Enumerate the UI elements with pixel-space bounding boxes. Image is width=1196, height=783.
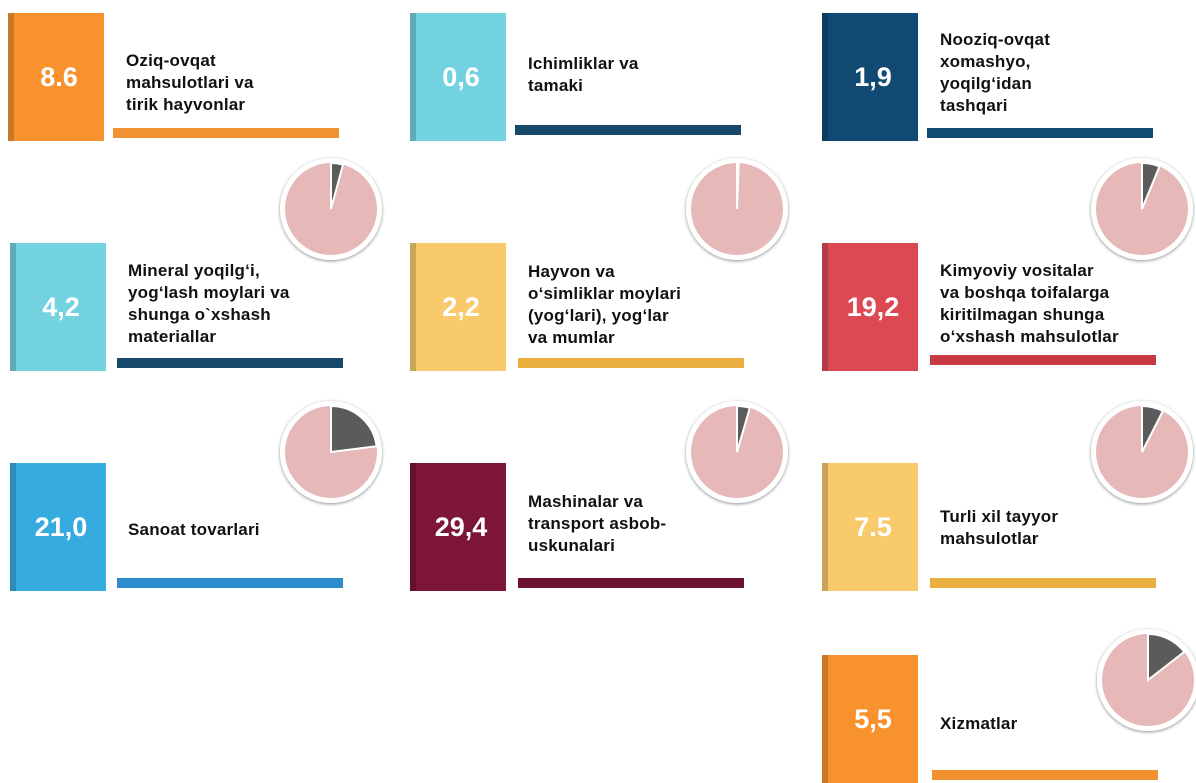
value-label: 1,9 [854, 61, 892, 92]
pie-slice-share [736, 161, 740, 210]
category-label: Turli xil tayyor mahsulotlar [940, 507, 1059, 548]
pie-slice-share [330, 161, 345, 210]
underline-bar [518, 578, 744, 588]
pie-slice-share [1147, 632, 1186, 683]
value-box: 4,2 [10, 243, 106, 371]
pie-chart [686, 158, 788, 260]
value-label: 7.5 [854, 511, 892, 542]
category-label: Hayvon va o‘simliklar moylari (yog‘lari)… [528, 262, 682, 347]
value-box: 5,5 [822, 655, 918, 783]
value-box: 1,9 [822, 13, 918, 141]
pie-slice-share [330, 404, 378, 454]
pie-slice-share [1141, 404, 1165, 453]
underline-bar [930, 355, 1156, 365]
category-label: Mineral yoqilg‘i, yog‘lash moylari va sh… [128, 261, 290, 346]
value-label: 2,2 [442, 291, 480, 322]
pie-chart [1091, 158, 1193, 260]
category-label: Nooziq-ovqat xomashyo, yoqilg‘idan tashq… [940, 30, 1051, 115]
pie-chart [1091, 401, 1193, 503]
underline-bar [515, 125, 741, 135]
pie-chart [1097, 629, 1196, 731]
value-label: 0,6 [442, 61, 480, 92]
value-box: 7.5 [822, 463, 918, 591]
category-label: Oziq-ovqat mahsulotlari va tirik hayvonl… [126, 51, 254, 114]
value-label: 21,0 [34, 511, 88, 542]
value-label: 4,2 [42, 291, 80, 322]
category-label: Xizmatlar [940, 714, 1018, 733]
underline-bar [932, 770, 1158, 780]
pie-slice-share [1141, 161, 1161, 210]
underline-bar [518, 358, 744, 368]
pie-chart [280, 401, 382, 503]
category-label: Ichimliklar va tamaki [528, 54, 639, 95]
value-box: 21,0 [10, 463, 106, 591]
value-label: 5,5 [854, 703, 892, 734]
value-label: 29,4 [434, 511, 488, 542]
value-label: 19,2 [846, 291, 900, 322]
value-box: 29,4 [410, 463, 506, 591]
value-label: 8.6 [40, 61, 78, 92]
value-box: 8.6 [8, 13, 104, 141]
underline-bar [927, 128, 1153, 138]
underline-bar [117, 358, 343, 368]
underline-bar [113, 128, 339, 138]
pie-chart [686, 401, 788, 503]
value-box: 0,6 [410, 13, 506, 141]
category-label: Sanoat tovarlari [128, 520, 260, 539]
pie-slice-share [736, 404, 752, 453]
pie-chart [280, 158, 382, 260]
value-box: 19,2 [822, 243, 918, 371]
underline-bar [930, 578, 1156, 588]
category-label: Mashinalar va transport asbob- uskunalar… [528, 492, 667, 555]
underline-bar [117, 578, 343, 588]
value-box: 2,2 [410, 243, 506, 371]
category-label: Kimyoviy vositalar va boshqa toifalarga … [940, 261, 1119, 346]
